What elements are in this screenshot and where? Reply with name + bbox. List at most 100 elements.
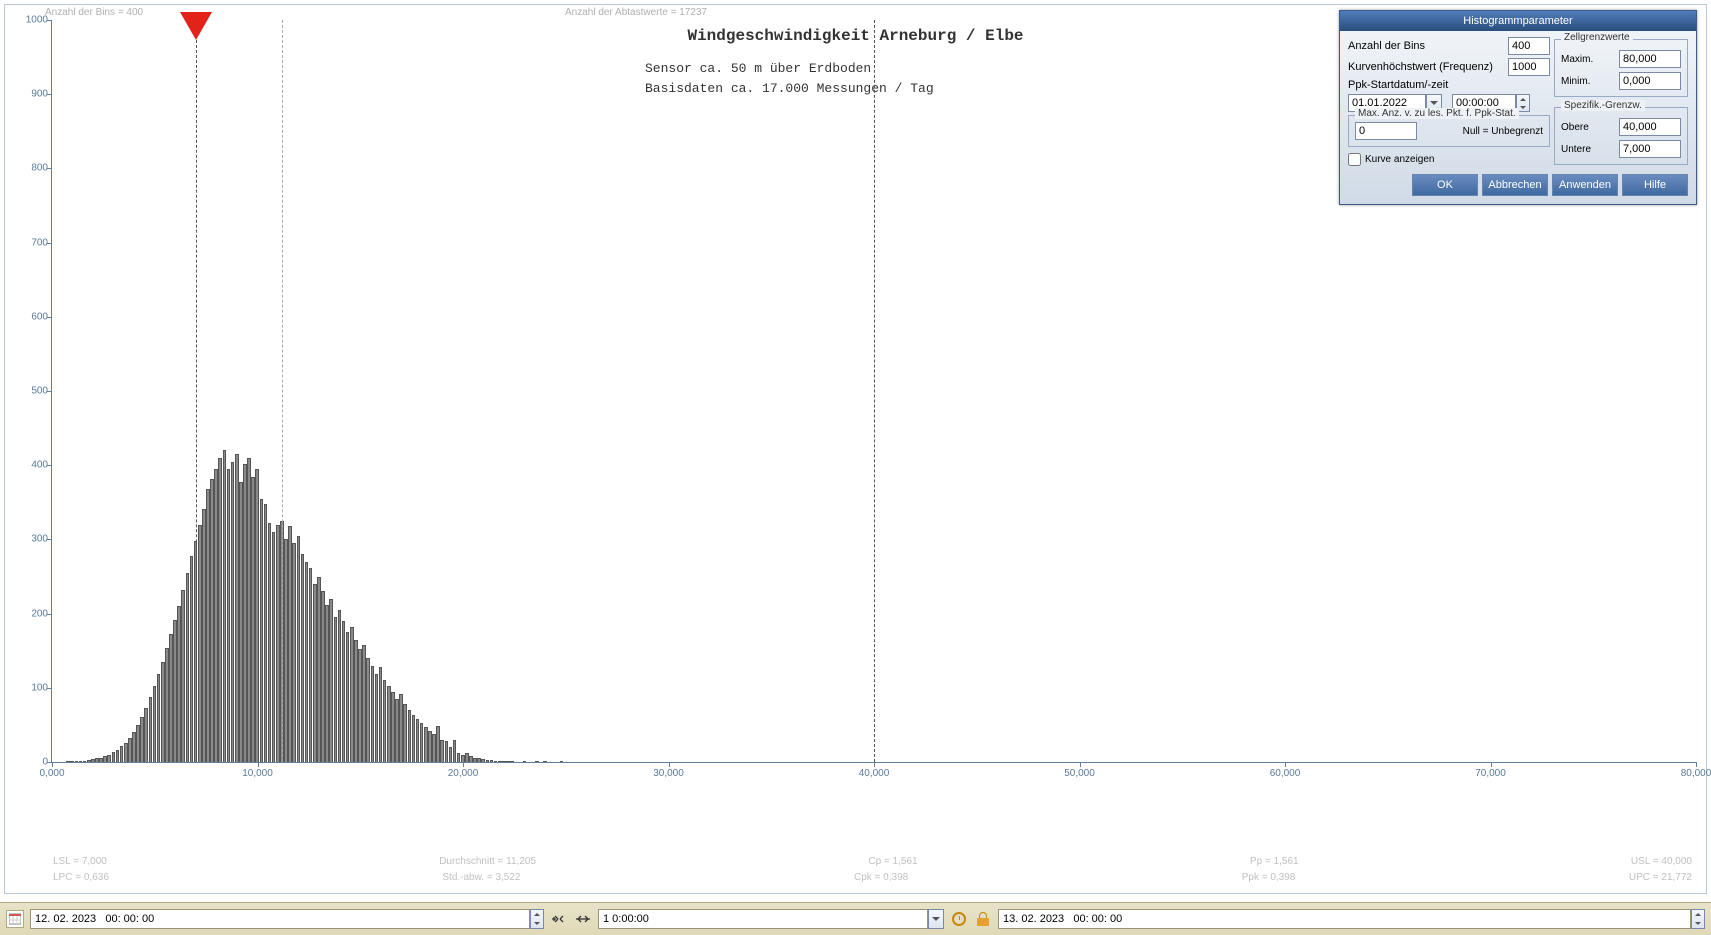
stat-usl: USL = 40,000 bbox=[1631, 856, 1692, 867]
stat-pp: Pp = 1,561 bbox=[1250, 856, 1299, 867]
histogram-bar bbox=[342, 621, 346, 762]
histogram-bar bbox=[140, 717, 144, 762]
histogram-bar bbox=[305, 562, 309, 762]
histogram-bar bbox=[428, 731, 432, 762]
histogram-bar bbox=[334, 617, 338, 762]
clock-icon[interactable] bbox=[950, 910, 968, 928]
peak-input[interactable] bbox=[1508, 58, 1550, 76]
histogram-bar bbox=[473, 758, 477, 762]
histogram-bar bbox=[107, 755, 111, 762]
stat-cp: Cp = 1,561 bbox=[868, 856, 917, 867]
timespan-dropdown[interactable] bbox=[928, 909, 944, 929]
histogram-bar bbox=[218, 458, 222, 762]
bins-count-info: Anzahl der Bins = 400 bbox=[45, 7, 143, 18]
histogram-bar bbox=[227, 469, 231, 762]
stat-lpc: LPC = 0,636 bbox=[53, 872, 109, 883]
y-tick-label: 900 bbox=[31, 89, 48, 100]
histogram-bar bbox=[321, 591, 325, 762]
histogram-bar bbox=[124, 743, 128, 762]
show-curve-label: Kurve anzeigen bbox=[1365, 154, 1435, 165]
histogram-bar bbox=[313, 584, 317, 762]
histogram-bar bbox=[329, 599, 333, 762]
start-datetime-input[interactable] bbox=[30, 909, 530, 929]
histogram-bar bbox=[103, 756, 107, 762]
stat-upc: UPC = 21,772 bbox=[1629, 872, 1692, 883]
spec-limits-legend: Spezifik.-Grenzw. bbox=[1561, 100, 1645, 111]
histogram-bar bbox=[202, 509, 206, 762]
histogram-bar bbox=[214, 469, 218, 762]
lock-icon[interactable] bbox=[974, 910, 992, 928]
histogram-bar bbox=[535, 761, 539, 762]
histogram-bar bbox=[523, 761, 527, 762]
histogram-bar bbox=[112, 752, 116, 762]
histogram-bar bbox=[239, 482, 243, 762]
zoom-out-icon[interactable] bbox=[574, 910, 592, 928]
end-datetime-input[interactable] bbox=[998, 909, 1691, 929]
histogram-bar bbox=[87, 760, 91, 762]
histogram-bar bbox=[243, 464, 247, 762]
timespan-input[interactable] bbox=[598, 909, 928, 929]
histogram-bar bbox=[366, 658, 370, 762]
histogram-bar bbox=[469, 756, 473, 762]
histogram-bar bbox=[186, 573, 190, 762]
apply-button[interactable]: Anwenden bbox=[1552, 174, 1618, 196]
histogram-bar bbox=[165, 648, 169, 762]
maxpoints-input[interactable] bbox=[1355, 122, 1417, 140]
histogram-bar bbox=[91, 759, 95, 762]
histogram-bar bbox=[486, 760, 490, 762]
histogram-bar bbox=[297, 536, 301, 762]
spec-lower-input[interactable] bbox=[1619, 140, 1681, 158]
spec-upper-input[interactable] bbox=[1619, 118, 1681, 136]
histogram-bar bbox=[161, 662, 165, 762]
bins-input[interactable] bbox=[1508, 37, 1550, 55]
cell-min-input[interactable] bbox=[1619, 72, 1681, 90]
histogram-bar bbox=[408, 710, 412, 762]
cell-limits-legend: Zellgrenzwerte bbox=[1561, 32, 1633, 43]
x-tick-label: 40,000 bbox=[859, 768, 890, 779]
marker-triangle-icon[interactable] bbox=[180, 12, 212, 40]
app-window: Anzahl der Bins = 400 Anzahl der Abtastw… bbox=[0, 0, 1711, 935]
x-tick-label: 80,000 bbox=[1681, 768, 1711, 779]
y-tick-label: 100 bbox=[31, 682, 48, 693]
stats-row-2: LPC = 0,636 Std.-abw. = 3,522 Cpk = 0,39… bbox=[53, 872, 1692, 883]
calendar-icon[interactable] bbox=[6, 910, 24, 928]
histogram-bar bbox=[481, 759, 485, 762]
histogram-bar bbox=[181, 590, 185, 762]
histogram-bar bbox=[436, 726, 440, 762]
histogram-bar bbox=[317, 577, 321, 763]
time-toolbar bbox=[0, 902, 1711, 935]
maxpoints-fieldset: Max. Anz. v. zu les. Pkt. f. Ppk-Stat. N… bbox=[1348, 115, 1550, 147]
start-datetime-spinner[interactable] bbox=[530, 909, 544, 929]
histogram-bar bbox=[477, 758, 481, 762]
histogram-bar bbox=[502, 761, 506, 762]
show-curve-checkbox[interactable] bbox=[1348, 153, 1361, 166]
histogram-bar bbox=[371, 666, 375, 762]
y-tick-label: 600 bbox=[31, 311, 48, 322]
histogram-bar bbox=[223, 450, 227, 762]
y-tick-label: 1000 bbox=[26, 15, 48, 26]
histogram-bar bbox=[177, 606, 181, 762]
histogram-bar bbox=[358, 649, 362, 762]
histogram-bar bbox=[325, 605, 329, 762]
histogram-bar bbox=[445, 741, 449, 762]
cell-max-input[interactable] bbox=[1619, 50, 1681, 68]
histogram-bar bbox=[79, 761, 83, 762]
end-datetime-spinner[interactable] bbox=[1691, 909, 1705, 929]
zoom-in-icon[interactable] bbox=[550, 910, 568, 928]
histogram-bar bbox=[260, 499, 264, 762]
histogram-bar bbox=[461, 755, 465, 762]
histogram-bar bbox=[350, 627, 354, 762]
histogram-bar bbox=[190, 556, 194, 762]
ok-button[interactable]: OK bbox=[1412, 174, 1478, 196]
y-tick-label: 0 bbox=[42, 757, 48, 768]
histogram-bar bbox=[198, 525, 202, 762]
histogram-bar bbox=[309, 568, 313, 762]
stats-row-1: LSL = 7,000 Durchschnitt = 11,205 Cp = 1… bbox=[53, 856, 1692, 867]
cancel-button[interactable]: Abbrechen bbox=[1482, 174, 1548, 196]
help-button[interactable]: Hilfe bbox=[1622, 174, 1688, 196]
histogram-bar bbox=[354, 640, 358, 762]
cell-min-label: Minim. bbox=[1561, 76, 1590, 87]
histogram-bar bbox=[494, 761, 498, 762]
histogram-bar bbox=[99, 758, 103, 762]
spec-upper-label: Obere bbox=[1561, 122, 1589, 133]
